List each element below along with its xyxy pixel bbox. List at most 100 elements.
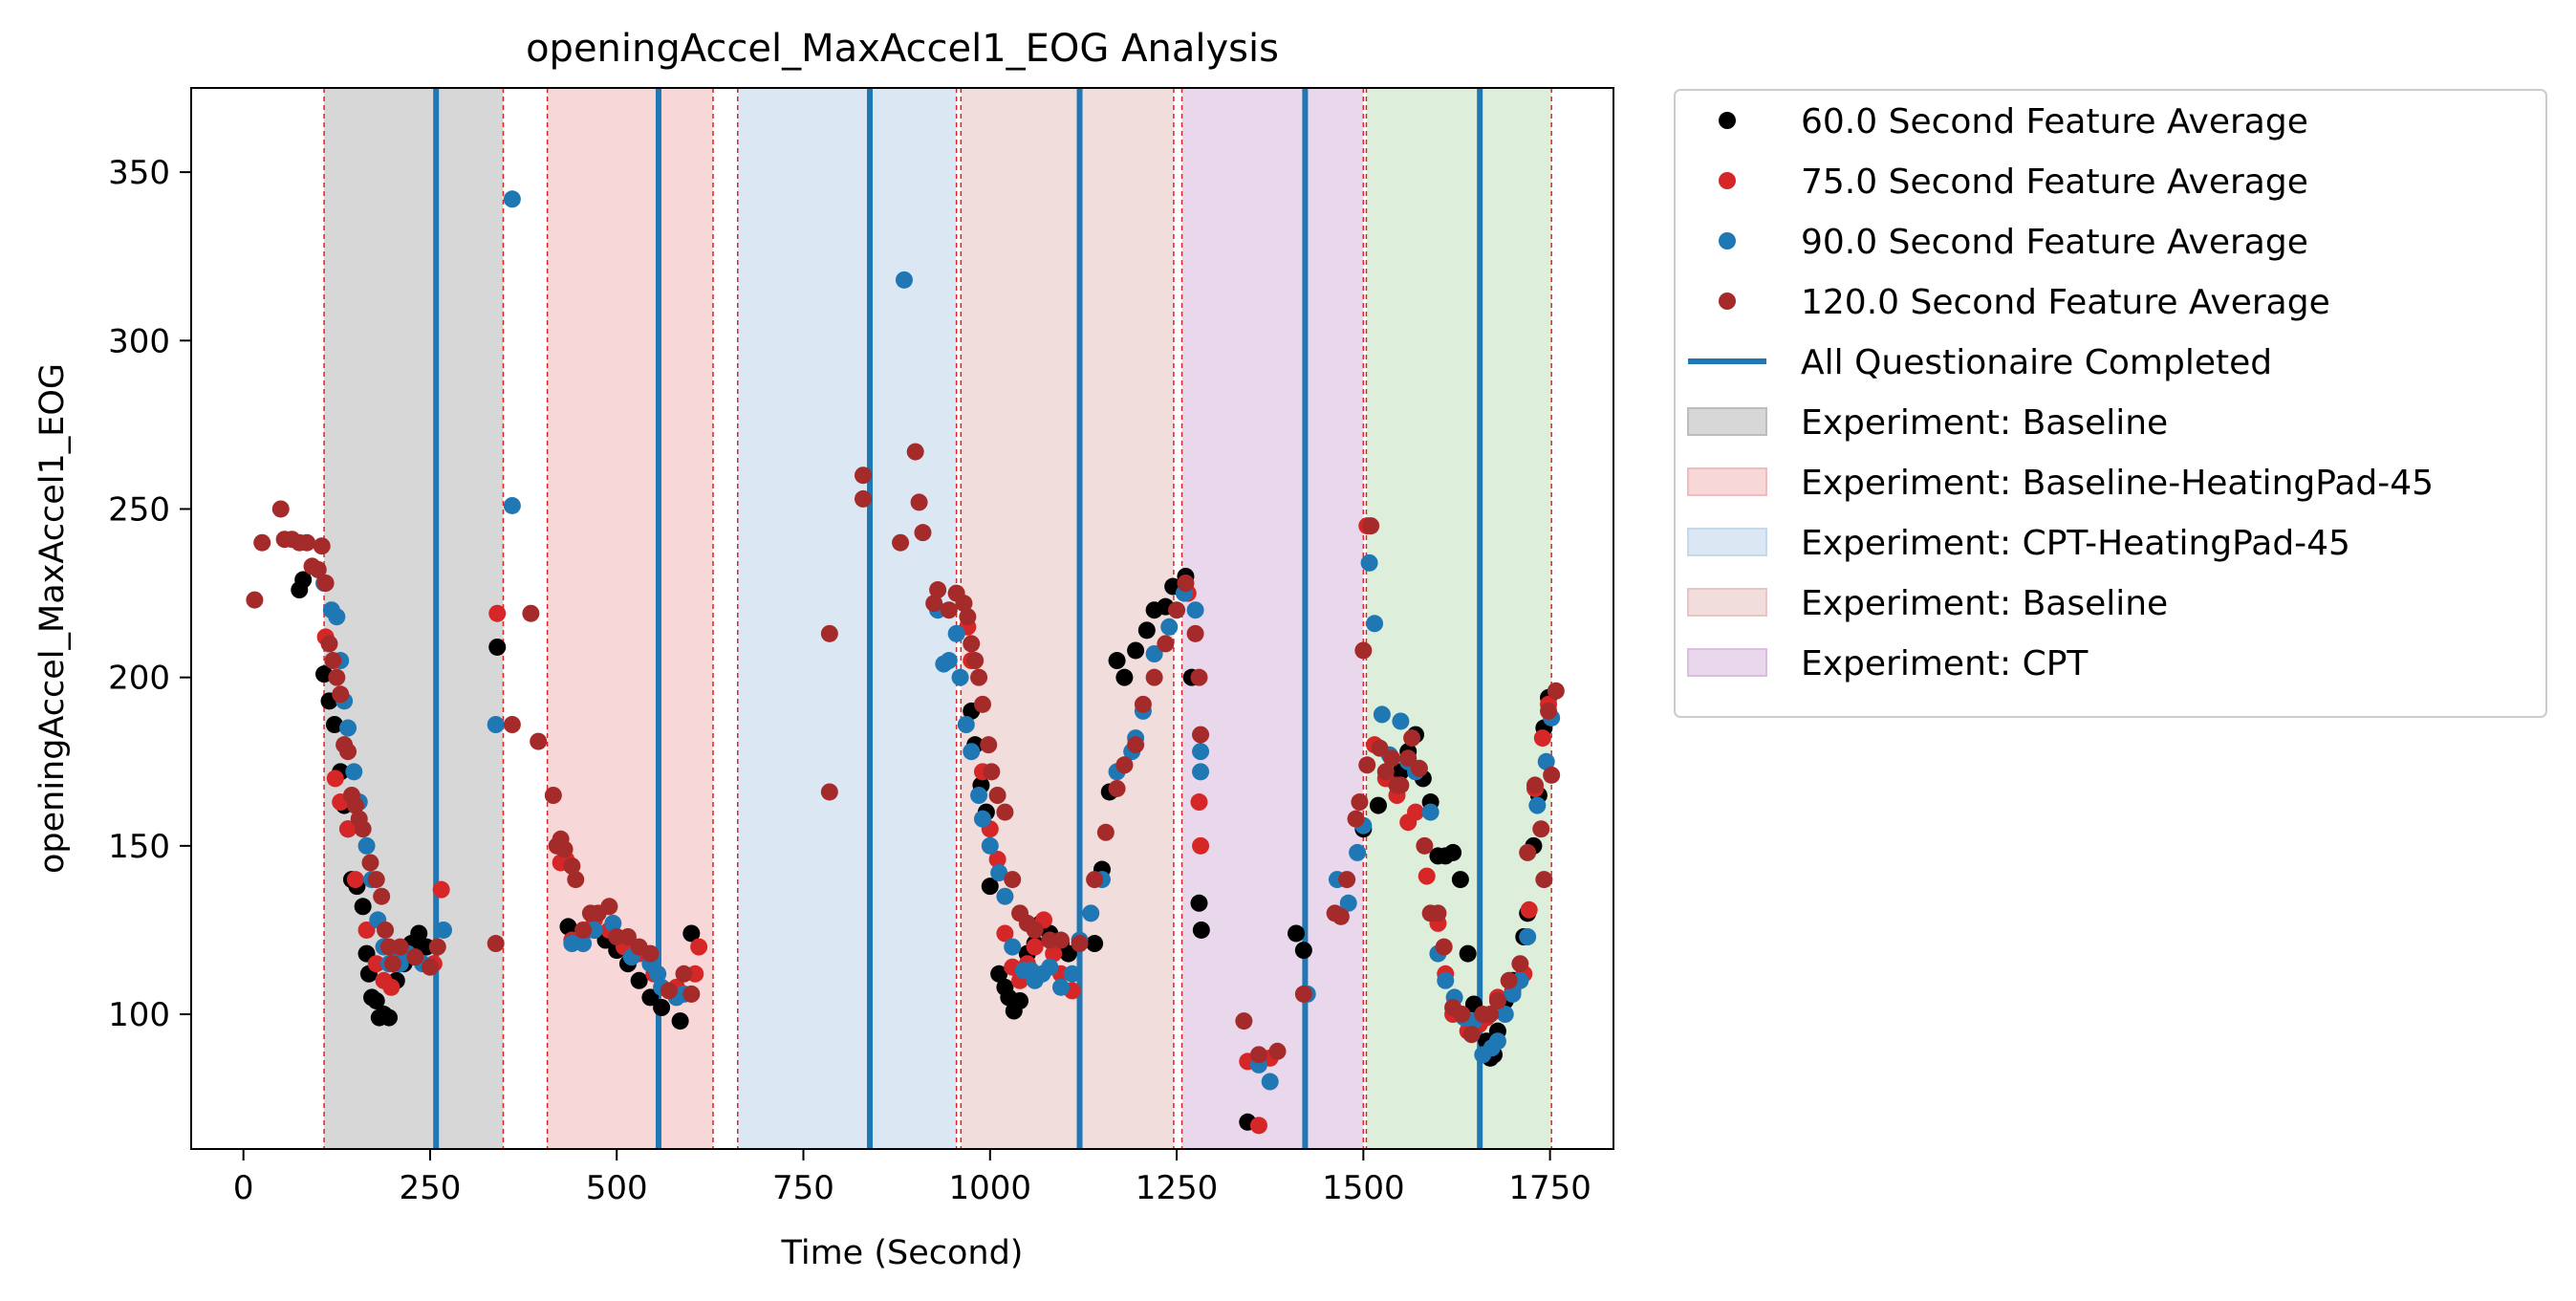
point-s3-108 xyxy=(1383,749,1401,768)
point-s0-39 xyxy=(981,878,999,896)
y-tick-label-5: 350 xyxy=(108,154,170,192)
point-s0-34 xyxy=(682,924,701,943)
point-s2-5 xyxy=(328,608,346,626)
point-s3-122 xyxy=(1482,1006,1500,1024)
point-s2-82 xyxy=(1437,971,1455,989)
point-s3-94 xyxy=(1235,1012,1253,1030)
point-s2-0 xyxy=(503,190,521,208)
point-s3-105 xyxy=(1362,517,1380,535)
point-s3-61 xyxy=(929,581,947,599)
point-s2-41 xyxy=(981,836,999,855)
point-s3-92 xyxy=(1190,668,1208,686)
point-s3-132 xyxy=(1547,682,1565,700)
legend-label-1: 75.0 Second Feature Average xyxy=(1801,163,2308,202)
point-s1-4 xyxy=(375,971,393,989)
point-s3-27 xyxy=(391,938,409,956)
x-tick-label-3: 750 xyxy=(772,1169,834,1207)
point-s1-39 xyxy=(1190,793,1208,812)
point-s2-43 xyxy=(996,887,1014,905)
point-s3-101 xyxy=(1347,810,1365,828)
y-axis-label: openingAccel_MaxAccel1_EOG xyxy=(33,363,72,874)
legend-marker-7 xyxy=(1687,528,1767,556)
point-s3-31 xyxy=(487,935,505,953)
y-tick-label-3: 250 xyxy=(108,490,170,529)
point-s2-73 xyxy=(1360,553,1378,572)
point-s3-48 xyxy=(641,944,660,963)
point-s3-46 xyxy=(618,928,637,945)
point-s2-64 xyxy=(1192,743,1210,761)
point-s3-80 xyxy=(1071,935,1089,953)
point-s3-9 xyxy=(313,537,331,555)
experiment-region-0 xyxy=(324,88,504,1149)
legend-entry-3: 120.0 Second Feature Average xyxy=(1719,283,2330,322)
point-s2-71 xyxy=(1349,843,1367,861)
point-s3-26 xyxy=(383,955,401,973)
point-s3-103 xyxy=(1354,641,1373,660)
legend-marker-5 xyxy=(1687,407,1767,436)
point-s2-9 xyxy=(345,763,363,781)
point-s3-6 xyxy=(298,533,316,552)
point-s2-94 xyxy=(1537,752,1555,770)
point-s3-81 xyxy=(1086,871,1104,889)
legend-entry-1: 75.0 Second Feature Average xyxy=(1719,163,2308,202)
y-tick-label-0: 100 xyxy=(108,996,170,1034)
point-s3-52 xyxy=(820,624,838,642)
legend-entry-0: 60.0 Second Feature Average xyxy=(1719,102,2308,141)
point-s1-10 xyxy=(326,770,344,788)
point-s3-13 xyxy=(328,668,346,686)
plot-area xyxy=(190,87,1614,1150)
legend-entry-4: All Questionaire Completed xyxy=(1688,343,2272,382)
point-s2-77 xyxy=(1392,712,1410,730)
legend-marker-6 xyxy=(1687,467,1767,496)
point-s2-39 xyxy=(970,787,988,804)
point-s0-31 xyxy=(641,988,660,1007)
plot-frame xyxy=(190,87,1614,1150)
point-s3-70 xyxy=(980,736,998,754)
point-s3-2 xyxy=(271,500,290,518)
point-s3-114 xyxy=(1416,836,1434,855)
point-s3-51 xyxy=(682,985,701,1003)
point-s0-21 xyxy=(410,924,428,943)
legend-entry-8: Experiment: Baseline xyxy=(1687,584,2168,623)
legend-items: 60.0 Second Feature Average 75.0 Second F… xyxy=(1687,102,2434,683)
y-tick-label-1: 150 xyxy=(108,828,170,866)
point-s3-100 xyxy=(1338,871,1356,889)
point-s3-104 xyxy=(1358,756,1376,774)
point-s2-44 xyxy=(1004,938,1022,956)
point-s3-120 xyxy=(1462,1026,1481,1044)
point-s3-16 xyxy=(339,743,357,761)
point-s3-71 xyxy=(983,763,1001,781)
x-tick-label-2: 500 xyxy=(586,1169,648,1207)
point-s3-41 xyxy=(574,921,593,939)
point-s1-7 xyxy=(346,871,364,889)
point-s3-21 xyxy=(361,854,379,872)
point-s3-20 xyxy=(354,820,372,838)
point-s2-80 xyxy=(1421,803,1440,821)
point-s3-22 xyxy=(367,871,385,889)
point-s3-53 xyxy=(820,783,838,801)
point-s0-1 xyxy=(294,571,313,589)
point-s3-87 xyxy=(1145,668,1163,686)
point-s1-28 xyxy=(988,850,1007,868)
point-s1-60 xyxy=(1520,900,1538,919)
legend-label-7: Experiment: CPT-HeatingPad-45 xyxy=(1801,524,2350,563)
point-s2-40 xyxy=(973,810,991,828)
point-s2-42 xyxy=(990,864,1008,882)
point-s1-29 xyxy=(996,924,1014,943)
point-s3-127 xyxy=(1526,776,1544,794)
point-s3-49 xyxy=(660,982,678,1000)
point-s3-66 xyxy=(963,635,981,653)
point-s3-90 xyxy=(1177,575,1195,592)
point-s2-60 xyxy=(1145,645,1163,662)
point-s3-106 xyxy=(1371,739,1389,757)
point-s0-10 xyxy=(354,898,372,916)
x-tick-label-6: 1500 xyxy=(1322,1169,1405,1207)
point-s0-66 xyxy=(1288,924,1306,943)
point-s2-65 xyxy=(1192,763,1210,781)
point-s3-123 xyxy=(1488,991,1506,1009)
point-s0-55 xyxy=(1115,668,1134,686)
point-s0-33 xyxy=(671,1012,689,1030)
legend-entry-7: Experiment: CPT-HeatingPad-45 xyxy=(1687,524,2350,563)
point-s2-11 xyxy=(357,836,376,855)
